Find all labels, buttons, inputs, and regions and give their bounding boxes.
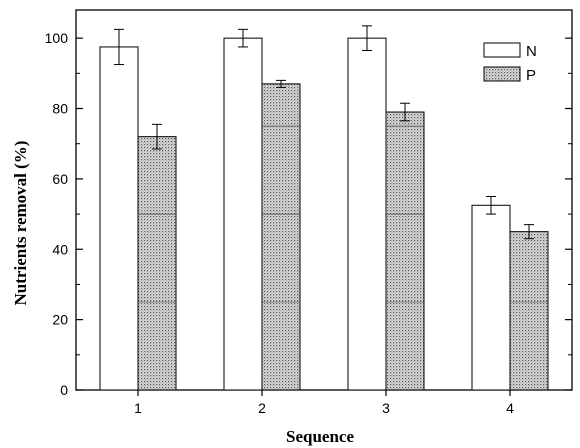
legend-swatch-n <box>483 42 521 58</box>
bar-n <box>223 37 263 391</box>
bar-n <box>347 37 387 391</box>
x-tick-label: 4 <box>506 400 514 416</box>
legend-label-p: P <box>526 67 536 84</box>
bar-p <box>261 83 301 391</box>
bar-n <box>99 46 139 391</box>
legend-swatch-p <box>483 66 521 82</box>
bar-p <box>137 136 177 391</box>
y-tick-label: 100 <box>45 30 69 46</box>
bar-p <box>385 111 425 391</box>
legend-label-n: N <box>526 43 537 60</box>
x-tick-label: 1 <box>134 400 142 416</box>
y-tick-label: 60 <box>52 171 68 187</box>
plot-frame <box>75 9 573 391</box>
bar-n <box>471 204 511 391</box>
bar-p <box>509 231 549 391</box>
x-tick-label: 3 <box>382 400 390 416</box>
x-tick-label: 2 <box>258 400 266 416</box>
y-axis-title: Nutrients removal (%) <box>11 141 30 306</box>
y-tick-label: 40 <box>52 241 68 257</box>
x-axis-title: Sequence <box>286 427 354 446</box>
y-tick-label: 80 <box>52 101 68 117</box>
y-tick-label: 0 <box>60 382 68 398</box>
y-tick-label: 20 <box>52 312 68 328</box>
